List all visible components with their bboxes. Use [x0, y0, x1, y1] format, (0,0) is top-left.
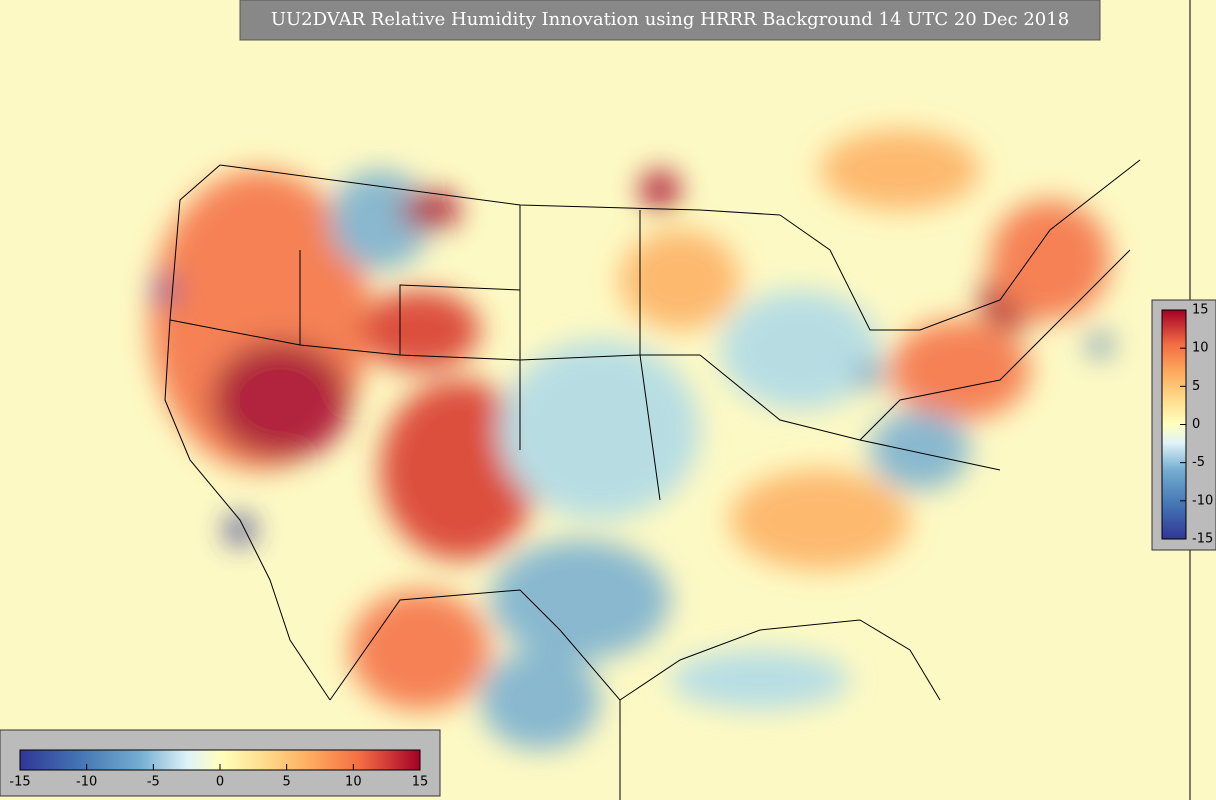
tick-label: 5 — [1192, 379, 1200, 394]
tick-label: 10 — [1192, 341, 1209, 356]
tick-label: -15 — [1192, 532, 1213, 547]
map-title: UU2DVAR Relative Humidity Innovation usi… — [271, 9, 1069, 30]
title-box — [239, 0, 1101, 41]
tick-label: 15 — [1192, 303, 1209, 318]
tick-label: 0 — [216, 775, 224, 790]
tick-label: 5 — [283, 775, 291, 790]
tick-label: -5 — [1192, 455, 1205, 470]
tick-label: -5 — [147, 775, 160, 790]
tick-label: -15 — [9, 775, 30, 790]
tick-label: 10 — [345, 775, 362, 790]
tick-label: -10 — [1192, 493, 1213, 508]
humidity-field — [150, 130, 1112, 750]
tick-label: 15 — [412, 775, 429, 790]
tick-label: -10 — [76, 775, 97, 790]
tick-label: 0 — [1192, 417, 1200, 432]
